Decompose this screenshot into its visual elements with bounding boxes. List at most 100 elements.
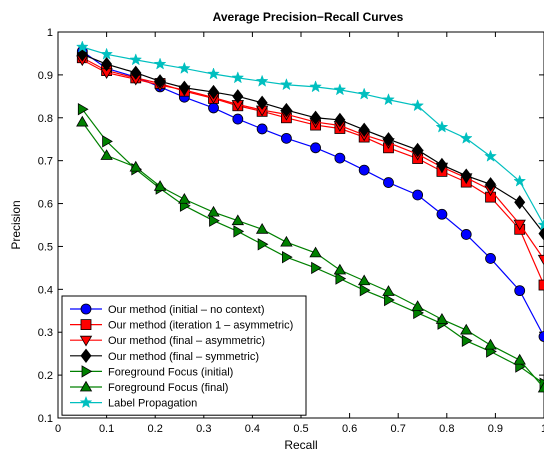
data-point	[255, 222, 269, 234]
y-axis-label: Precision	[9, 200, 23, 249]
data-point	[310, 110, 322, 125]
legend-item: Foreground Focus (final)	[70, 380, 228, 394]
legend-label: Our method (initial – no context)	[108, 304, 265, 316]
data-point	[80, 319, 92, 331]
data-point	[282, 250, 293, 264]
data-point	[178, 192, 191, 204]
x-tick-label: 0.1	[99, 423, 114, 435]
data-point	[232, 89, 244, 104]
data-point	[75, 40, 89, 53]
legend-item: Label Propagation	[70, 395, 197, 410]
data-point	[231, 71, 245, 84]
x-tick-label: 0.3	[196, 423, 211, 435]
data-point	[80, 348, 92, 363]
legend-label: Label Propagation	[108, 398, 197, 410]
data-point	[538, 331, 544, 342]
data-point	[359, 283, 371, 297]
data-point	[412, 189, 424, 201]
data-point	[81, 365, 93, 378]
x-tick-label: 0.6	[342, 423, 357, 435]
data-point	[280, 235, 293, 247]
data-point	[100, 47, 113, 60]
data-point	[102, 135, 113, 148]
data-point	[513, 353, 526, 365]
data-point	[77, 103, 89, 116]
legend-label: Our method (final – symmetric)	[108, 351, 259, 363]
data-point	[537, 381, 544, 393]
y-tick-label: 0.8	[38, 113, 53, 125]
data-point	[411, 99, 425, 112]
data-point	[257, 238, 269, 251]
y-tick-label: 0.4	[38, 284, 53, 296]
data-point	[311, 261, 322, 275]
data-point	[460, 323, 473, 335]
data-point	[76, 115, 89, 127]
series	[76, 47, 544, 241]
y-tick-label: 0.9	[38, 70, 53, 82]
data-point	[129, 53, 143, 66]
data-point	[101, 57, 113, 72]
data-point	[382, 93, 395, 106]
data-point	[232, 113, 244, 125]
y-tick-label: 0.7	[38, 156, 53, 168]
data-point	[79, 395, 93, 409]
data-point	[333, 83, 347, 96]
data-point	[460, 168, 472, 183]
data-point	[129, 160, 142, 172]
data-point	[358, 164, 370, 176]
legend-label: Our method (final – asymmetric)	[108, 335, 265, 347]
data-point	[309, 246, 322, 258]
y-tick-label: 0.3	[38, 327, 53, 339]
data-point	[208, 84, 220, 100]
data-point	[130, 65, 142, 80]
data-point	[100, 149, 113, 160]
y-tick-label: 1	[47, 27, 53, 39]
data-point	[255, 74, 269, 87]
series	[75, 40, 544, 231]
y-tick-label: 0.1	[38, 413, 53, 425]
x-tick-label: 0.9	[488, 423, 503, 435]
x-tick-label: 0.7	[391, 423, 406, 435]
x-tick-label: 0.5	[293, 423, 308, 435]
data-point	[333, 263, 347, 275]
data-point	[79, 335, 93, 347]
data-point	[460, 229, 472, 240]
data-point	[436, 157, 448, 173]
data-point	[280, 102, 292, 118]
data-point	[79, 380, 93, 392]
data-point	[231, 214, 245, 226]
data-point	[153, 180, 167, 191]
data-point	[256, 123, 268, 135]
data-point	[357, 274, 371, 286]
data-point	[153, 57, 167, 70]
legend-item: Our method (final – symmetric)	[70, 348, 259, 363]
data-point	[310, 142, 321, 154]
data-point	[537, 218, 544, 231]
data-point	[208, 102, 219, 114]
legend-item: Foreground Focus (initial)	[70, 365, 233, 378]
data-point	[435, 313, 449, 324]
data-point	[384, 293, 395, 307]
data-point	[435, 120, 449, 133]
x-tick-label: 0.2	[148, 423, 163, 435]
legend-label: Foreground Focus (initial)	[108, 366, 233, 378]
data-point	[383, 177, 394, 188]
legend: Our method (initial – no context) Our met…	[61, 295, 307, 416]
data-point	[334, 112, 346, 128]
data-point	[334, 152, 346, 164]
data-point	[459, 131, 473, 144]
legend-label: Foreground Focus (final)	[108, 382, 228, 394]
data-point	[436, 208, 448, 220]
data-point	[358, 122, 370, 137]
legend-box	[61, 295, 307, 416]
x-axis-label: Recall	[284, 438, 317, 452]
chart-title: Average Precision−Recall Curves	[213, 10, 404, 24]
x-tick-label: 0.8	[439, 423, 454, 435]
data-point	[382, 285, 395, 296]
data-point	[207, 67, 220, 80]
data-point	[177, 61, 191, 74]
data-point	[537, 254, 544, 266]
legend-item: Our method (final – asymmetric)	[70, 335, 265, 347]
data-point	[178, 80, 190, 95]
legend-item: Our method (initial – no context)	[70, 303, 265, 316]
